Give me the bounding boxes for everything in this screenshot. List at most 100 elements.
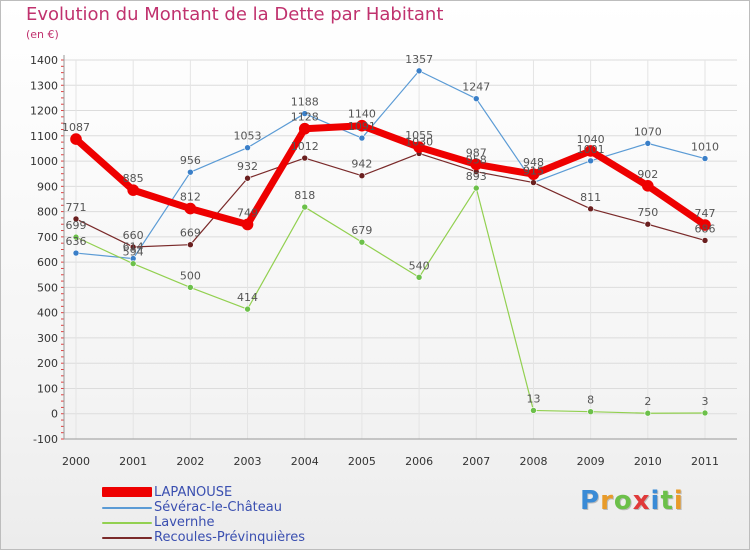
data-label: 686: [695, 222, 716, 235]
proxiti-logo: Proxiti: [580, 486, 684, 516]
data-label: 818: [294, 189, 315, 202]
y-tick-label: 200: [37, 357, 58, 370]
data-label: 1040: [577, 133, 605, 146]
data-label: 956: [180, 154, 201, 167]
y-tick-label: 700: [37, 231, 58, 244]
data-label: 1140: [348, 108, 376, 121]
data-label: 932: [237, 160, 258, 173]
data-label: 893: [466, 170, 487, 183]
data-label: 13: [526, 392, 540, 405]
logo-letter: o: [613, 486, 633, 516]
data-label: 749: [237, 206, 258, 219]
data-label: 679: [351, 224, 372, 237]
data-label: 3: [702, 395, 709, 408]
legend-label: LAPANOUSE: [154, 485, 233, 500]
logo-letter: i: [650, 486, 661, 516]
data-label: 915: [523, 165, 544, 178]
logo-letter: P: [580, 486, 601, 516]
data-label: 771: [66, 201, 87, 214]
x-tick-label: 2005: [348, 455, 376, 468]
data-label: 636: [66, 235, 87, 248]
data-point: [701, 237, 709, 244]
x-tick-label: 2006: [405, 455, 433, 468]
y-tick-label: 1300: [30, 79, 58, 92]
data-label: 987: [466, 146, 487, 159]
x-tick-label: 2001: [119, 455, 147, 468]
data-label: 614: [123, 241, 144, 254]
data-point: [70, 133, 82, 145]
data-point: [699, 219, 711, 231]
data-label: 1357: [405, 53, 433, 66]
data-label: 500: [180, 269, 201, 282]
data-label: 885: [123, 172, 144, 185]
y-tick-label: 1400: [30, 54, 58, 67]
y-tick-label: 400: [37, 307, 58, 320]
data-label: 1055: [405, 129, 433, 142]
y-tick-label: 600: [37, 256, 58, 269]
data-label: 1128: [291, 111, 319, 124]
data-point: [301, 203, 309, 211]
data-point: [415, 67, 423, 75]
data-point: [298, 122, 311, 135]
data-point: [187, 241, 194, 248]
x-tick-label: 2007: [462, 455, 490, 468]
data-label: 1001: [577, 143, 605, 156]
legend-label: Lavernhe: [154, 515, 215, 530]
data-label: 8: [587, 394, 594, 407]
data-point: [187, 284, 194, 291]
data-point: [701, 155, 709, 162]
data-label: 2: [644, 395, 651, 408]
logo-letter: t: [660, 486, 674, 516]
data-point: [244, 305, 251, 313]
x-tick-label: 2008: [519, 455, 547, 468]
data-label: 540: [409, 259, 430, 272]
series-layer: [70, 67, 711, 417]
x-tick-label: 2010: [634, 455, 662, 468]
y-tick-label: 100: [37, 382, 58, 395]
y-tick-label: -100: [33, 433, 58, 446]
y-tick-label: 1000: [30, 155, 58, 168]
data-label: 594: [123, 246, 144, 259]
logo-letter: r: [600, 486, 614, 516]
data-point: [701, 409, 709, 417]
data-point: [127, 184, 139, 196]
data-label: 669: [180, 227, 201, 240]
data-point: [584, 145, 597, 157]
data-label: 750: [637, 206, 658, 219]
data-point: [587, 157, 594, 165]
data-label: 660: [123, 229, 144, 242]
series-line: [75, 187, 706, 414]
y-tick-label: 300: [37, 332, 58, 345]
data-point: [587, 205, 594, 213]
data-point: [644, 220, 652, 228]
data-point: [472, 184, 480, 192]
logo-letter: i: [673, 486, 684, 516]
x-tick-label: 2003: [234, 455, 262, 468]
legend-swatch: [102, 507, 152, 509]
data-point: [587, 408, 594, 416]
data-label: 1087: [62, 121, 90, 134]
data-label: 1070: [634, 125, 662, 138]
x-tick-label: 2011: [691, 455, 719, 468]
data-point: [244, 174, 251, 182]
data-point: [72, 233, 80, 241]
y-tick-label: 1200: [30, 105, 58, 118]
chart-title: Evolution du Montant de la Dette par Hab…: [26, 4, 444, 25]
y-tick-label: 0: [51, 408, 58, 421]
data-point: [356, 119, 368, 132]
data-point: [184, 202, 197, 215]
data-point: [415, 273, 423, 281]
series-line: [75, 152, 706, 248]
data-point: [129, 260, 137, 267]
data-point: [530, 407, 537, 414]
axes-layer: -100 0 100 200 300 400 500 600 700 800 900 1000 1100…: [30, 54, 737, 468]
data-point: [301, 154, 309, 162]
data-point: [527, 168, 540, 181]
data-label: 1247: [462, 81, 490, 94]
data-label: 1188: [291, 96, 319, 109]
data-point: [241, 218, 254, 231]
data-point: [72, 249, 80, 257]
legend-swatch: [102, 537, 152, 539]
data-point: [644, 140, 652, 147]
data-point: [187, 168, 194, 176]
